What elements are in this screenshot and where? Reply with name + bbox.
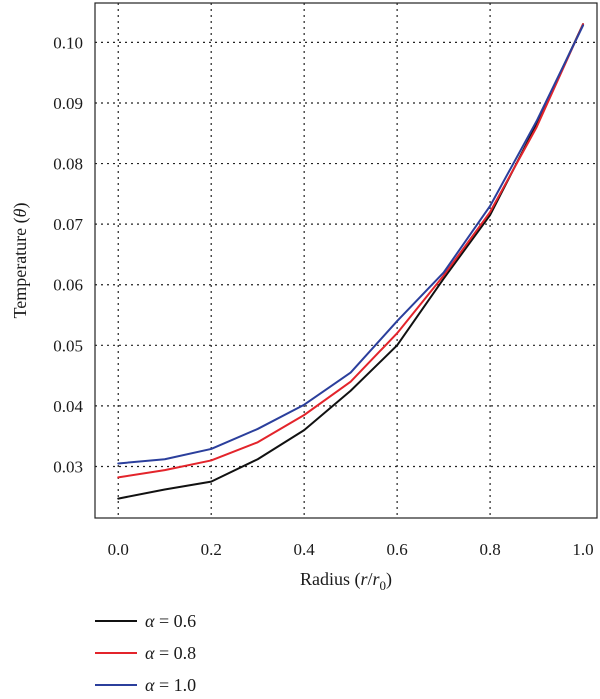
x-tick-label: 0.6 bbox=[387, 540, 408, 559]
x-tick-label: 0.8 bbox=[479, 540, 500, 559]
y-axis-ticks: 0.03 0.04 0.05 0.06 0.07 0.08 0.09 0.10 bbox=[53, 33, 83, 476]
y-tick-label: 0.07 bbox=[53, 215, 83, 234]
x-tick-label: 1.0 bbox=[572, 540, 593, 559]
x-tick-label: 0.4 bbox=[294, 540, 316, 559]
y-tick-label: 0.08 bbox=[53, 155, 83, 174]
series-line bbox=[117, 23, 585, 479]
legend: α = 0.6 α = 0.8 α = 1.0 bbox=[95, 611, 196, 695]
y-tick-label: 0.09 bbox=[53, 94, 83, 113]
x-tick-label: 0.2 bbox=[201, 540, 222, 559]
series-line bbox=[117, 24, 585, 465]
y-tick-label: 0.03 bbox=[53, 458, 83, 477]
x-tick-label: 0.0 bbox=[108, 540, 129, 559]
grid bbox=[95, 3, 597, 518]
series-lines bbox=[117, 23, 585, 500]
legend-label: α = 0.6 bbox=[145, 611, 196, 631]
y-axis-title: Temperature (θ) bbox=[10, 202, 31, 318]
x-axis-ticks: 0.0 0.2 0.4 0.6 0.8 1.0 bbox=[108, 540, 594, 559]
legend-label: α = 0.8 bbox=[145, 643, 196, 663]
x-axis-title: Radius (r/r0) bbox=[300, 569, 392, 593]
y-tick-label: 0.10 bbox=[53, 33, 83, 52]
y-tick-label: 0.06 bbox=[53, 276, 83, 295]
y-tick-label: 0.04 bbox=[53, 397, 83, 416]
plot-frame bbox=[94, 2, 598, 519]
series-line bbox=[117, 23, 585, 500]
y-tick-label: 0.05 bbox=[53, 336, 83, 355]
legend-label: α = 1.0 bbox=[145, 675, 196, 695]
